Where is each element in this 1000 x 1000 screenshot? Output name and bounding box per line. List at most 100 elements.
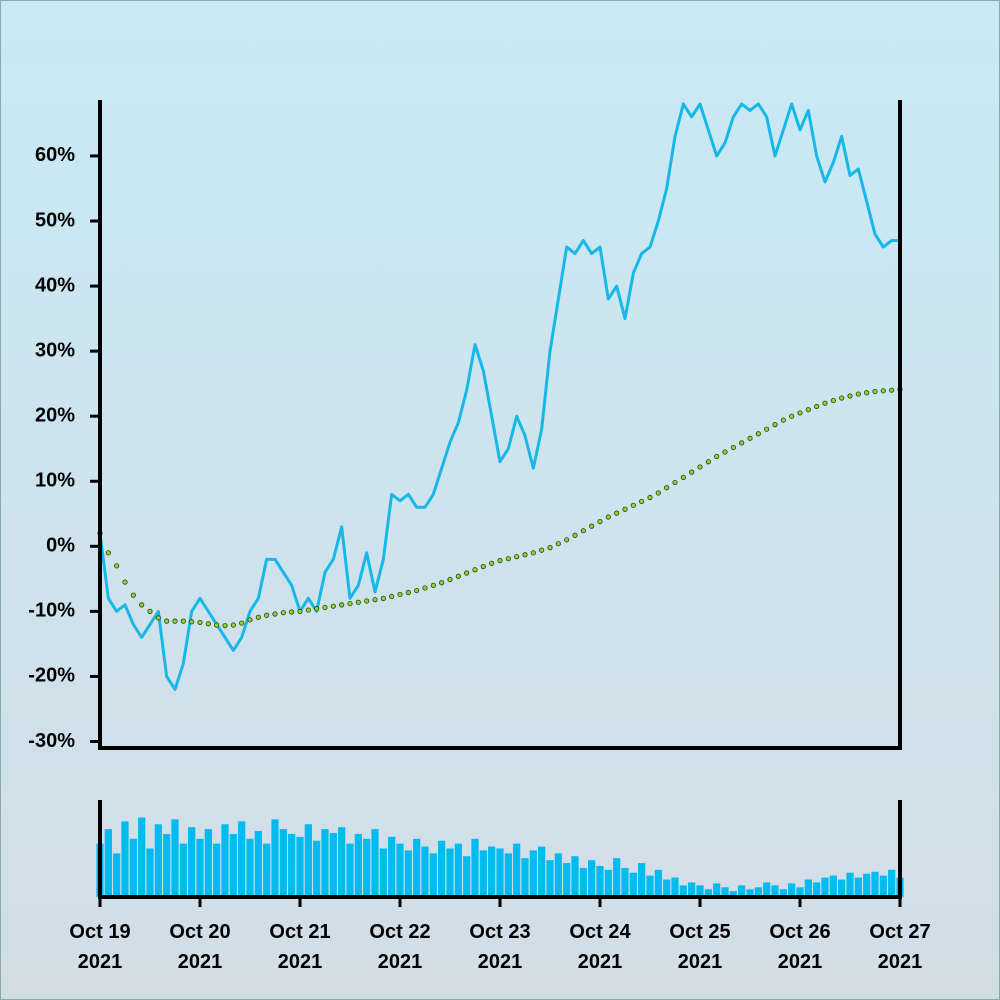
ma-dot [297,608,303,614]
volume-bar [171,819,179,897]
ma-dot [114,563,120,569]
ma-dot [630,502,636,508]
x-tick-label: Oct 26 2021 [769,921,830,973]
volume-bar [104,829,112,897]
volume-bar [813,882,821,897]
volume-bar [321,829,329,897]
volume-bar [571,856,579,897]
ma-dot [755,431,761,437]
volume-bar [121,821,129,897]
y-tick-label: -30% [28,730,75,752]
volume-bar [538,846,546,897]
volume-bar [429,853,437,897]
volume-bar [763,882,771,897]
volume-bar [521,858,529,897]
ma-dot [647,494,653,501]
x-tick-label: Oct 19 2021 [69,921,130,973]
volume-bar [879,875,887,897]
volume-bar [846,872,854,897]
volume-bar [263,843,271,897]
volume-bar [454,843,462,897]
ma-dot [639,498,645,505]
volume-bar [546,860,554,897]
ma-dot [339,602,345,608]
volume-bar [579,867,587,897]
x-tick-label: Oct 20 2021 [169,921,230,973]
ma-dot [322,604,328,611]
volume-bar [563,863,571,897]
volume-bar [804,879,812,897]
volume-bar [821,877,829,897]
volume-bar [829,875,837,897]
ma-dot [872,388,878,395]
ma-dot [230,622,236,628]
ma-dot [722,449,728,455]
volume-bar [788,883,796,897]
ma-dot [672,479,678,486]
y-tick-label: -20% [28,665,75,687]
volume-bar [163,833,171,897]
ma-dot [739,440,745,446]
volume-bar [379,848,387,897]
ma-dot [839,395,845,401]
ma-dot [180,618,186,624]
y-tick-label: -10% [28,600,75,622]
volume-bar [863,873,871,897]
ma-dot [547,545,553,551]
ma-dot [422,585,428,591]
ma-dot [822,400,828,406]
volume-bar [513,843,521,897]
ma-dot [447,576,453,583]
volume-bar [446,848,454,897]
ma-dot [705,459,711,465]
ma-dot [572,532,578,538]
ma-dot [680,474,686,480]
x-tick-label: Oct 21 2021 [269,921,330,973]
volume-bar [713,883,721,897]
price-line [98,102,900,691]
ma-dot [105,550,111,556]
volume-bar [554,853,562,897]
volume-bar [129,838,137,897]
ma-dot [397,591,403,598]
ma-dot [222,623,228,629]
ma-dot [689,469,695,475]
volume-bar [688,882,696,897]
ma-dot [664,485,670,491]
volume-bar [496,848,504,897]
volume-bar [613,858,621,897]
y-tick-label: 50% [35,209,75,231]
volume-bar [621,867,629,897]
volume-bar [704,889,712,897]
ma-dot [147,608,153,614]
y-tick-label: 30% [35,339,75,361]
volume-bar [288,833,296,897]
ma-dot [255,614,261,620]
volume-bar [213,843,221,897]
volume-bar [271,819,279,897]
ma-dot [855,391,861,397]
ma-dot [489,560,495,566]
ma-dot [530,550,536,556]
volume-bar [796,887,804,897]
ma-dot [347,600,353,607]
ma-dot [364,598,370,604]
volume-bar [654,869,662,897]
ma-dot [355,599,361,605]
volume-bar [413,838,421,897]
volume-bar [696,885,704,897]
ma-dot [155,615,161,621]
ma-dot [789,413,795,419]
x-tick-label: Oct 27 2021 [869,921,930,973]
volume-bar [196,838,204,897]
volume-bar [646,875,654,897]
volume-bar [346,843,354,897]
volume-bar [754,887,762,897]
volume-bar [354,833,362,897]
volume-bar [871,871,879,897]
ma-dot [880,388,886,394]
ma-dot [314,606,320,612]
volume-bar [338,827,346,897]
ma-dot [589,523,595,529]
x-tick-label: Oct 25 2021 [669,921,730,973]
